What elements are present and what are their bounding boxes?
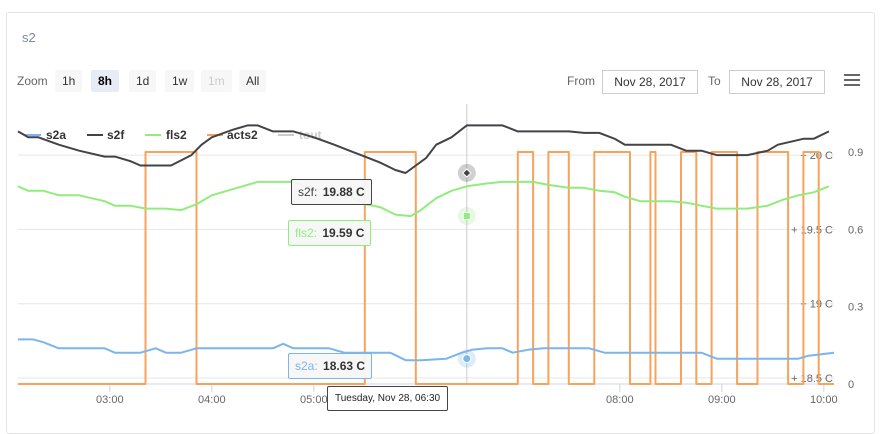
tooltip-s2a-value: 18.63 C [323, 359, 366, 373]
legend-acts2-swatch [207, 134, 223, 136]
x-tick-label-2: 05:00 [300, 394, 328, 406]
zoom-1h-button[interactable]: 1h [55, 70, 83, 92]
tooltip-s2f-label: s2f: [298, 185, 321, 199]
y-act-tick-label-0: 0 [848, 379, 854, 391]
to-date-input[interactable]: Nov 28, 2017 [729, 70, 825, 94]
from-date-input[interactable]: Nov 28, 2017 [602, 70, 698, 94]
series-fls2-line [17, 180, 830, 218]
x-tick-label-4: 09:00 [708, 394, 736, 406]
tooltip-s2f: s2f: 19.88 C [291, 179, 372, 205]
hamburger-icon[interactable] [844, 74, 860, 88]
tooltip-fls2-label: fls2: [295, 226, 321, 240]
y-act-tick-label-2: 0.6 [848, 224, 863, 236]
zoom-1m-button: 1m [201, 70, 232, 92]
legend-item-acts2[interactable]: acts2 [227, 128, 258, 142]
series-acts2-line [18, 151, 834, 385]
series-s2a-line [18, 338, 835, 362]
chart-plot[interactable]: 03:00 04:00 05:00 08:00 09:00 10:00 + 18.5 C + … [0, 0, 883, 416]
y-temp-tick-label-2: + 19.5 C [791, 224, 833, 236]
zoom-label: Zoom [17, 74, 48, 88]
x-tick-label-0: 03:00 [96, 394, 124, 406]
legend-s2f-swatch [87, 134, 103, 136]
hover-marker-fls2 [462, 212, 471, 221]
zoom-8h-button[interactable]: 8h [91, 70, 120, 92]
zoom-1d-button[interactable]: 1d [129, 70, 157, 92]
x-tick-label-5: 10:00 [810, 394, 838, 406]
legend-tout-swatch [278, 134, 294, 136]
tooltip-s2f-value: 19.88 C [322, 185, 365, 199]
hover-marker-s2a [462, 354, 472, 364]
x-axis-tooltip: Tuesday, Nov 28, 06:30 [327, 386, 449, 411]
tooltip-s2a-label: s2a: [295, 359, 322, 373]
legend-item-fls2[interactable]: fls2 [166, 128, 187, 142]
y-temp-tick-label-0: + 18.5 C [791, 373, 833, 385]
to-label: To [708, 74, 721, 88]
tooltip-fls2: fls2: 19.59 C [288, 220, 372, 246]
from-label: From [567, 74, 595, 88]
y-act-tick-label-1: 0.3 [848, 302, 863, 314]
zoom-1w-button[interactable]: 1w [165, 70, 195, 92]
legend-s2a-swatch [25, 134, 41, 136]
legend-item-s2f[interactable]: s2f [107, 128, 125, 142]
y-temp-tick-label-3: + 20 C [800, 150, 833, 162]
series-s2f-line [17, 124, 830, 174]
y-act-tick-label-3: 0.9 [848, 147, 863, 159]
x-tick-label-1: 04:00 [198, 394, 226, 406]
zoom-all-button[interactable]: All [239, 70, 267, 92]
tooltip-fls2-value: 19.59 C [322, 226, 365, 240]
panel-title: s2 [22, 30, 36, 45]
legend-item-s2a[interactable]: s2a [46, 128, 67, 142]
legend-fls2-swatch [145, 134, 161, 136]
x-tick-label-3: 08:00 [606, 394, 634, 406]
tooltip-s2a: s2a: 18.63 C [288, 353, 373, 379]
y-temp-tick-label-1: + 19 C [800, 299, 833, 311]
hover-marker-s2f [462, 168, 472, 178]
